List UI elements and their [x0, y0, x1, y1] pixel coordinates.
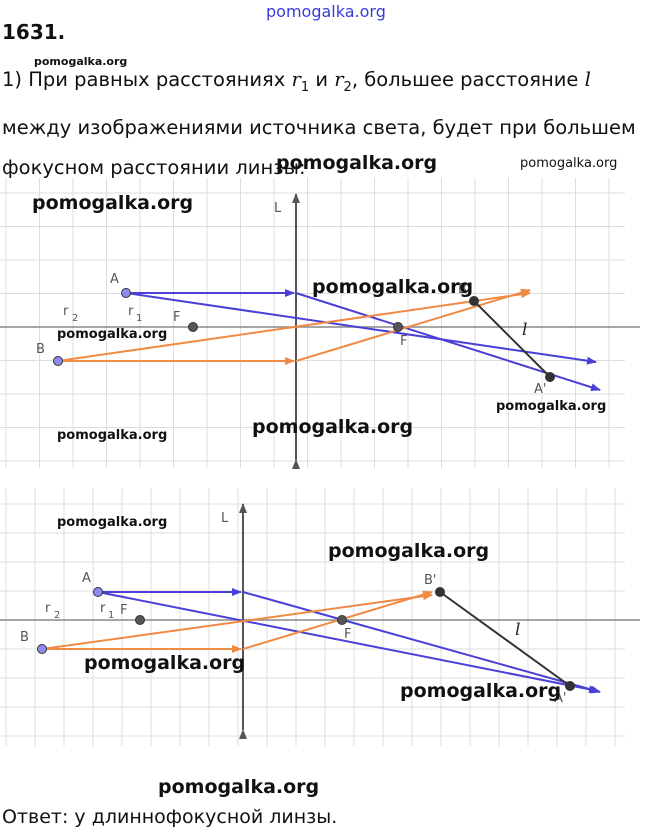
label: B: [20, 630, 29, 645]
label: r: [100, 601, 106, 616]
point: [337, 615, 347, 625]
answer: Ответ: у длиннофокусной линзы.: [2, 806, 338, 828]
point: [37, 644, 47, 654]
watermark: pomogalka.org: [312, 276, 474, 298]
label: F: [120, 603, 127, 618]
watermark: pomogalka.org: [496, 399, 607, 414]
label: A': [554, 691, 566, 706]
label: F: [400, 334, 407, 349]
text: 1) При равных расстояниях: [2, 68, 292, 91]
label: r: [128, 304, 134, 319]
watermark: pomogalka.org: [266, 2, 386, 21]
point: [469, 296, 479, 306]
point: [135, 615, 145, 625]
label: F: [173, 310, 180, 325]
label: A: [110, 272, 119, 287]
index: 2: [343, 79, 352, 95]
label: L: [274, 201, 282, 216]
label: l: [515, 620, 520, 640]
label: L: [221, 511, 229, 526]
symbol: r: [291, 68, 301, 91]
label: r: [63, 304, 69, 319]
watermark: pomogalka.org: [57, 515, 168, 530]
label: A': [534, 382, 546, 397]
label: 1: [136, 313, 142, 324]
watermark: pomogalka.org: [520, 156, 618, 171]
watermark: pomogalka.org: [57, 428, 168, 443]
point: [188, 322, 198, 332]
point: [121, 288, 131, 298]
ray: [242, 591, 601, 694]
label: 2: [72, 313, 78, 324]
label: B': [458, 282, 471, 297]
label: A: [82, 571, 91, 586]
distance-line: [439, 591, 571, 687]
watermark: pomogalka.org: [328, 540, 490, 562]
point: [393, 322, 403, 332]
watermark: pomogalka.org: [34, 55, 128, 68]
watermark: pomogalka.org: [32, 192, 194, 214]
label: F: [344, 627, 351, 642]
ray: [295, 288, 531, 362]
problem-number: 1631.: [2, 20, 66, 44]
label: l: [522, 320, 527, 340]
label: 1: [108, 610, 114, 621]
label: 2: [54, 610, 60, 621]
text: , большее расстояние: [351, 68, 585, 91]
point: [93, 587, 103, 597]
index: 1: [300, 79, 310, 95]
point: [53, 356, 63, 366]
watermark: pomogalka.org: [276, 152, 438, 174]
label: B': [424, 573, 437, 588]
text: и: [309, 68, 335, 91]
ray: [57, 290, 531, 362]
symbol: r: [334, 68, 344, 91]
point: [565, 681, 575, 691]
label: r: [45, 601, 51, 616]
point: [435, 587, 445, 597]
distance-line: [473, 300, 551, 378]
problem-text: 1) При равных расстояниях r1 и r2, больш…: [2, 60, 647, 188]
ray: [41, 592, 433, 650]
watermark: pomogalka.org: [400, 680, 562, 702]
text: между изображениями источника света, буд…: [2, 115, 636, 179]
label: B: [36, 342, 45, 357]
watermark: pomogalka.org: [84, 652, 246, 674]
ray: [97, 591, 599, 694]
symbol: l: [584, 68, 591, 91]
watermark: pomogalka.org: [158, 776, 320, 798]
ray: [125, 292, 597, 365]
point: [545, 372, 555, 382]
watermark: pomogalka.org: [57, 327, 168, 342]
watermark: pomogalka.org: [252, 416, 414, 438]
